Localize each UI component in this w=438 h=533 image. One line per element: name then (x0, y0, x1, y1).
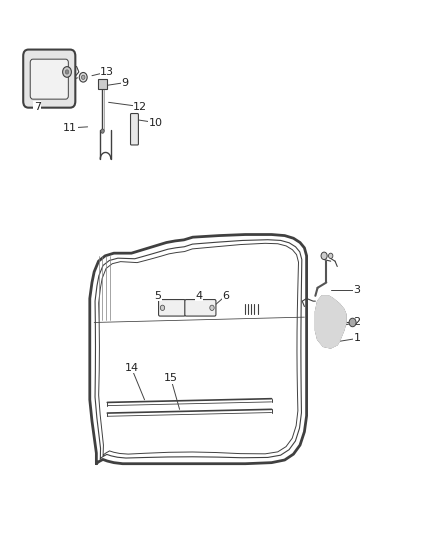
Circle shape (349, 318, 356, 327)
Text: 7: 7 (34, 102, 41, 111)
Text: 2: 2 (353, 318, 360, 327)
FancyBboxPatch shape (159, 300, 185, 316)
Circle shape (210, 305, 214, 310)
FancyBboxPatch shape (98, 79, 107, 89)
Polygon shape (315, 296, 346, 348)
Text: 12: 12 (133, 102, 147, 111)
Circle shape (81, 75, 85, 79)
Circle shape (79, 72, 87, 82)
Circle shape (65, 70, 69, 74)
Circle shape (101, 129, 104, 133)
Text: 5: 5 (154, 291, 161, 301)
Text: 6: 6 (222, 291, 229, 301)
FancyBboxPatch shape (23, 50, 75, 108)
Text: 13: 13 (100, 67, 114, 77)
Text: 10: 10 (148, 118, 162, 127)
Circle shape (63, 67, 71, 77)
Text: 9: 9 (121, 78, 128, 87)
Circle shape (328, 253, 333, 259)
Text: 11: 11 (63, 123, 77, 133)
Circle shape (160, 305, 165, 310)
Text: 15: 15 (164, 374, 178, 383)
Text: 14: 14 (124, 363, 138, 373)
Text: 3: 3 (353, 286, 360, 295)
FancyBboxPatch shape (131, 114, 138, 145)
FancyBboxPatch shape (30, 59, 68, 99)
Circle shape (321, 252, 327, 260)
Text: 1: 1 (353, 334, 360, 343)
FancyBboxPatch shape (185, 300, 216, 316)
Text: 4: 4 (196, 291, 203, 301)
